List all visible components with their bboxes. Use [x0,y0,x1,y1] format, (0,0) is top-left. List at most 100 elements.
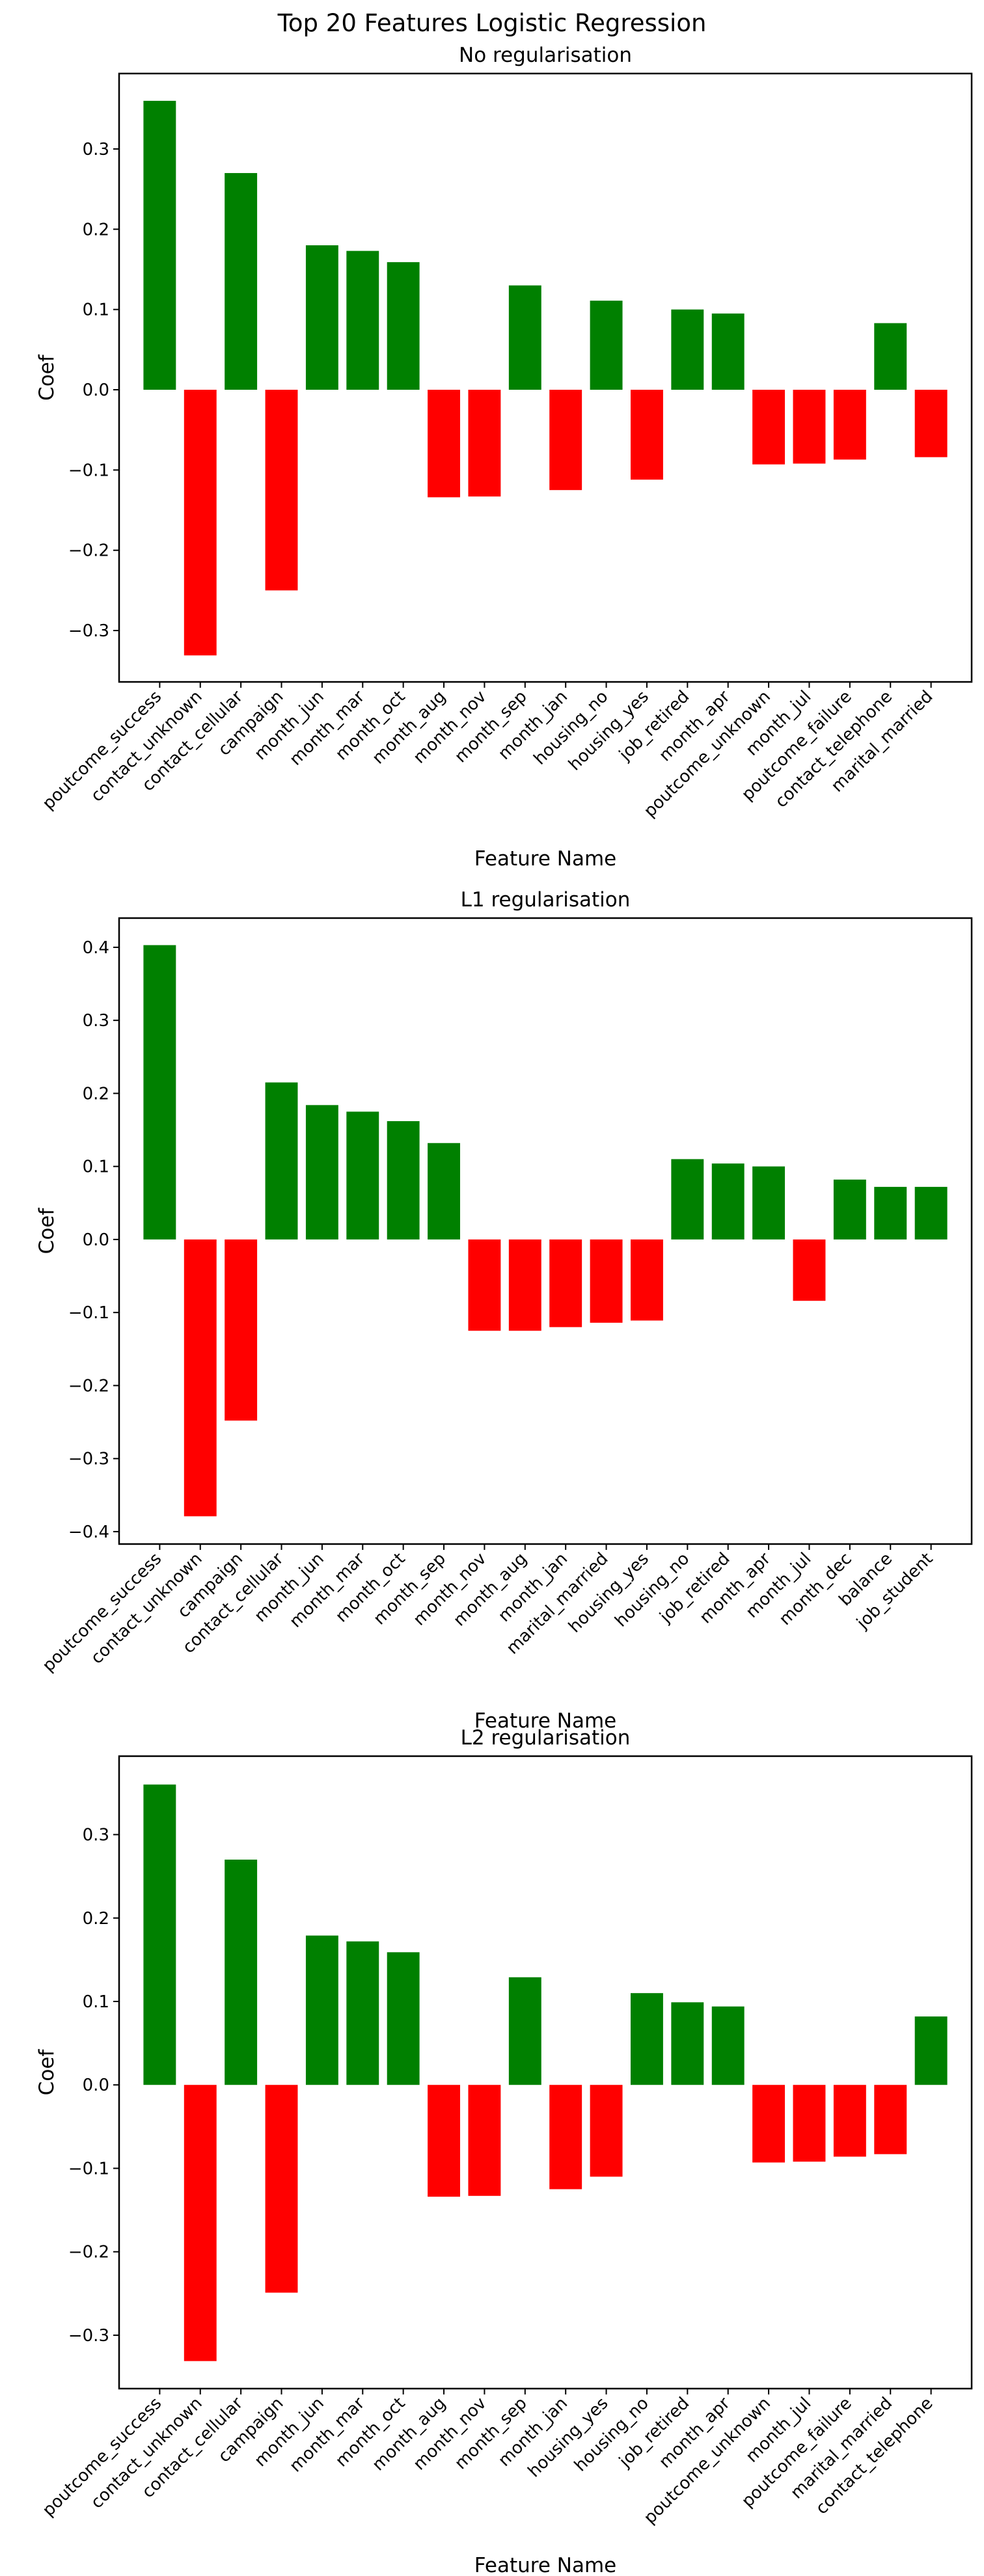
chart-title: No regularisation [459,44,632,67]
y-tick-label: 0.0 [83,1230,109,1250]
y-tick-label: −0.1 [68,461,109,480]
bar-housing_yes [590,2085,623,2177]
bar-poutcome_unknown [752,390,786,465]
bar-month_apr [711,2006,745,2085]
y-tick-label: −0.3 [68,1450,109,1469]
y-tick-label: −0.3 [68,621,109,641]
bar-month_jan [549,390,582,491]
bar-month_oct [387,262,420,390]
bar-month_jan [549,2085,582,2190]
bar-month_aug [508,1239,541,1331]
y-tick-label: 0.1 [83,301,109,320]
axes-frame [118,72,973,683]
bar-month_apr [711,313,745,390]
y-tick-label: −0.4 [68,1523,109,1542]
bar-housing_yes [631,1239,663,1321]
y-tick-label: 0.2 [83,1084,109,1104]
chart-3: L2 regularisation −0.3 −0.2 −0.1 0.0 0.1 0.2 0.… [35,1726,973,2576]
y-tick-label: 0.1 [83,1992,109,2012]
bar-contact_cellular [225,172,258,390]
bar-marital_married [590,1239,623,1323]
x-axis-label: Feature Name [474,847,616,871]
bar-marital_married [914,390,948,457]
y-tick-label: 0.4 [83,938,109,958]
y-tick-label: 0.3 [83,1011,109,1031]
y-tick-label: 0.0 [83,2076,109,2095]
bar-job_retired [671,2002,704,2085]
axes-frame [118,1755,973,2390]
bar-month_jul [793,390,826,464]
axes-frame [118,917,973,1545]
bar-month_apr [752,1166,786,1240]
x-axis-label: Feature Name [474,1709,616,1733]
bar-campaign [265,390,298,591]
y-axis-label: Coef [35,354,59,401]
bar-contact_telephone [874,323,907,390]
bar-job_retired [711,1163,745,1240]
bar-month_jun [305,1105,338,1240]
bar-poutcome_failure [833,390,866,460]
bar-month_aug [428,2085,460,2197]
bar-month_sep [508,1977,541,2085]
y-tick-label: 0.3 [83,140,109,159]
y-tick-label: −0.2 [68,541,109,561]
y-tick-label: 0.0 [83,381,109,400]
bar-poutcome_failure [833,2085,866,2157]
bar-marital_married [874,2085,907,2154]
bar-month_mar [346,1111,379,1240]
bar-month_mar [346,251,379,390]
bar-housing_no [631,1993,663,2085]
chart-2: L1 regularisation −0.4 −0.3 −0.2 −0.1 0.0 0.1 0… [35,888,973,1733]
bar-month_nov [468,1239,501,1331]
y-tick-label: 0.2 [83,220,109,239]
y-tick-label: −0.3 [68,2326,109,2346]
chart-title: L2 regularisation [461,1726,631,1750]
bar-job_student [914,1187,948,1240]
bar-month_oct [387,1121,420,1240]
bar-balance [874,1187,907,1240]
bar-housing_no [590,301,623,390]
bar-job_retired [671,309,704,390]
bar-month_jan [549,1239,582,1327]
bar-month_dec [833,1179,866,1240]
y-axis-label: Coef [35,1208,59,1254]
y-tick-label: 0.3 [83,1826,109,1845]
chart-title: L1 regularisation [461,888,631,912]
bar-month_sep [428,1143,460,1240]
y-tick-label: 0.1 [83,1158,109,1177]
bar-contact_unknown [184,1239,217,1517]
bar-contact_telephone [914,2016,948,2085]
bar-month_nov [468,2085,501,2196]
bar-month_oct [387,1952,420,2085]
chart-1: No regularisation −0.3 −0.2 −0.1 0.0 0.1 0.2 0.… [35,44,973,871]
x-axis-label: Feature Name [474,2554,616,2576]
y-tick-label: −0.2 [68,2243,109,2262]
y-tick-label: −0.1 [68,1303,109,1323]
bar-poutcome_success [143,945,176,1240]
y-tick-label: −0.1 [68,2159,109,2178]
y-tick-label: −0.2 [68,1376,109,1396]
y-tick-label: 0.2 [83,1909,109,1929]
bar-poutcome_unknown [752,2085,786,2163]
bar-contact_cellular [265,1082,298,1240]
bar-contact_unknown [184,2085,217,2361]
bar-month_nov [468,390,501,497]
bar-month_jul [793,2085,826,2162]
bar-month_jun [305,245,338,390]
y-axis-label: Coef [35,2049,59,2096]
bar-month_aug [428,390,460,498]
bar-housing_yes [631,390,663,480]
bar-contact_cellular [225,1860,258,2085]
bar-month_sep [508,285,541,390]
bar-poutcome_success [143,1784,176,2085]
bar-contact_unknown [184,390,217,656]
bar-month_mar [346,1941,379,2085]
bar-campaign [265,2085,298,2293]
bar-housing_no [671,1159,704,1240]
bar-campaign [225,1239,258,1421]
figure-suptitle: Top 20 Features Logistic Regression [277,9,707,37]
bar-month_jul [793,1239,826,1301]
bar-month_jun [305,1935,338,2085]
bar-poutcome_success [143,100,176,390]
